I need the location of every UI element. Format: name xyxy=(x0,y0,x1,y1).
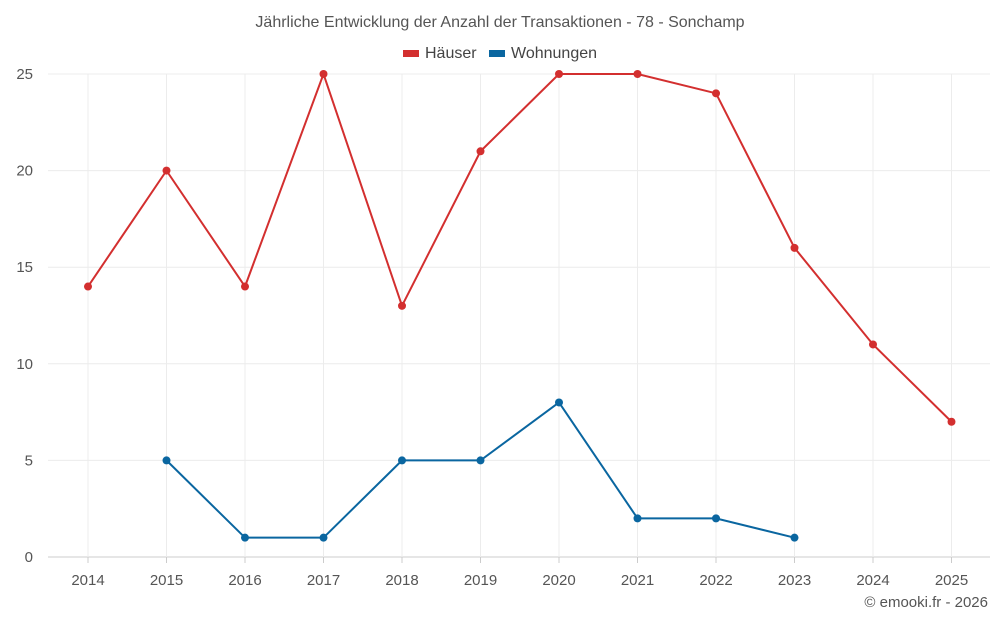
y-axis-ticks: 0 5 10 15 20 25 xyxy=(16,66,33,566)
x-axis-ticks: 2014 2015 2016 2017 2018 2019 2020 2021 2022 2023… xyxy=(71,557,968,589)
x-tick-label: 2025 xyxy=(935,572,968,589)
x-tick-label: 2017 xyxy=(307,572,340,589)
data-point-wohnungen xyxy=(398,456,406,465)
y-tick-label: 10 xyxy=(16,356,33,373)
y-tick-label: 25 xyxy=(16,66,33,83)
y-tick-label: 15 xyxy=(16,259,33,276)
data-point-haeuser xyxy=(84,282,92,291)
x-tick-label: 2015 xyxy=(150,572,183,589)
x-tick-label: 2022 xyxy=(699,572,732,589)
data-point-haeuser xyxy=(947,417,956,426)
y-tick-label: 5 xyxy=(25,452,33,469)
x-tick-label: 2018 xyxy=(385,572,418,589)
grid-lines xyxy=(48,73,990,558)
legend-item-wohnungen[interactable]: Wohnungen xyxy=(489,45,597,63)
data-point-haeuser xyxy=(398,301,406,310)
y-tick-label: 0 xyxy=(25,549,33,566)
x-tick-label: 2014 xyxy=(71,572,104,589)
data-point-wohnungen xyxy=(319,533,328,542)
data-point-wohnungen xyxy=(476,456,485,465)
credit-text: © emooki.fr - 2026 xyxy=(864,594,988,611)
legend-swatch-haeuser xyxy=(402,50,419,57)
data-point-wohnungen xyxy=(633,514,642,523)
data-point-wohnungen xyxy=(790,533,799,542)
data-point-wohnungen xyxy=(712,514,720,523)
data-point-haeuser xyxy=(790,243,799,252)
legend: Häuser Wohnungen xyxy=(0,44,1000,63)
legend-swatch-wohnungen xyxy=(489,50,506,57)
data-point-wohnungen xyxy=(555,398,563,407)
data-point-haeuser xyxy=(555,70,563,78)
chart-title: Jährliche Entwicklung der Anzahl der Tra… xyxy=(255,14,745,31)
x-tick-label: 2023 xyxy=(778,572,811,589)
data-point-haeuser xyxy=(319,70,328,78)
data-point-haeuser xyxy=(162,166,171,175)
series-line-haeuser xyxy=(87,71,953,423)
data-point-haeuser xyxy=(633,70,642,78)
x-tick-label: 2021 xyxy=(621,572,654,589)
legend-label-wohnungen: Wohnungen xyxy=(511,44,598,62)
legend-item-haeuser[interactable]: Häuser xyxy=(402,44,477,63)
x-tick-label: 2020 xyxy=(542,572,575,589)
x-tick-label: 2024 xyxy=(856,572,889,589)
series-group xyxy=(84,70,956,542)
x-tick-label: 2016 xyxy=(228,572,261,589)
x-tick-label: 2019 xyxy=(464,572,497,589)
data-point-haeuser xyxy=(869,340,877,349)
data-point-haeuser xyxy=(476,147,485,156)
data-point-wohnungen xyxy=(241,533,249,542)
y-tick-label: 20 xyxy=(16,163,33,180)
data-point-wohnungen xyxy=(162,456,171,465)
data-point-haeuser xyxy=(241,282,249,291)
legend-label-haeuser: Häuser xyxy=(424,44,477,62)
data-point-haeuser xyxy=(712,89,720,98)
